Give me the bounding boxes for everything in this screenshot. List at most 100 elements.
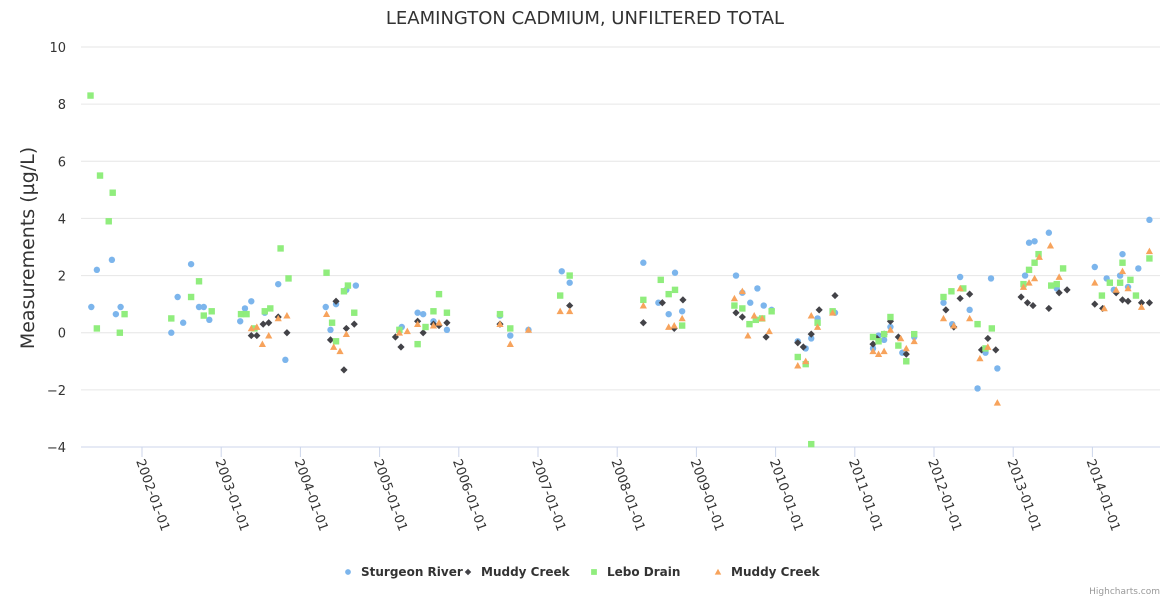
diamond-icon — [464, 568, 472, 576]
data-point — [754, 285, 761, 292]
data-point — [1031, 238, 1038, 245]
data-point — [109, 189, 116, 196]
data-point — [277, 245, 284, 252]
data-point — [875, 338, 882, 345]
y-axis-label: Measurements (µg/L) — [17, 147, 39, 349]
data-point — [657, 276, 664, 284]
data-point — [1145, 247, 1154, 255]
data-point — [237, 310, 245, 318]
data-point — [794, 353, 801, 361]
data-point — [1055, 289, 1063, 297]
y-tick-label: 4 — [58, 212, 66, 227]
data-point — [665, 290, 672, 298]
data-point — [671, 286, 679, 294]
data-point — [1137, 299, 1146, 307]
data-point — [322, 310, 331, 318]
credits-link[interactable]: Highcharts.com — [1089, 587, 1160, 597]
x-tick-label: 2013-01-01 — [1003, 457, 1043, 533]
data-point — [1017, 293, 1025, 301]
data-point — [1124, 297, 1132, 305]
data-point — [274, 314, 282, 322]
legend-label: Muddy Creek — [481, 565, 571, 579]
data-point — [1146, 255, 1153, 262]
data-point — [351, 309, 358, 316]
data-point — [435, 290, 443, 298]
x-tick-label: 2004-01-01 — [291, 457, 331, 533]
data-point — [414, 309, 421, 316]
data-point — [507, 332, 514, 339]
data-point — [739, 305, 746, 312]
data-point — [397, 343, 405, 351]
data-point — [911, 330, 918, 338]
data-point — [974, 320, 981, 328]
data-point — [880, 347, 888, 355]
data-point — [799, 343, 807, 351]
data-point — [639, 301, 647, 309]
data-point — [524, 326, 533, 333]
y-tick-label: −4 — [47, 441, 66, 456]
data-point — [414, 340, 421, 348]
data-point — [869, 340, 877, 348]
data-point — [966, 290, 974, 298]
y-tick-label: 8 — [58, 98, 66, 113]
data-point — [1063, 286, 1071, 294]
data-point — [765, 327, 773, 335]
data-point — [794, 361, 802, 369]
legend-item[interactable]: Sturgeon River — [345, 565, 463, 579]
data-point — [655, 299, 662, 306]
data-point — [87, 92, 94, 99]
data-point — [994, 365, 1001, 372]
data-point — [556, 292, 564, 299]
data-point — [261, 308, 268, 315]
x-tick-label: 2009-01-01 — [687, 457, 727, 533]
data-point — [984, 334, 992, 343]
data-point — [869, 347, 877, 355]
series-sturgeon-river-circle — [88, 216, 1153, 392]
y-tick-label: 10 — [49, 41, 66, 56]
data-point — [419, 329, 427, 337]
data-point — [880, 330, 888, 338]
data-point — [895, 342, 902, 349]
data-point — [887, 313, 894, 321]
legend-label: Lebo Drain — [607, 565, 680, 579]
data-point — [116, 329, 124, 336]
data-point — [323, 269, 330, 276]
data-point — [237, 318, 244, 325]
x-axis-ticks: 2002-01-01 2003-01-01 2004-01-01 2005-01-01… — [132, 447, 1123, 533]
data-point — [243, 310, 250, 318]
data-point — [332, 338, 340, 345]
data-point — [746, 320, 753, 328]
data-point — [902, 350, 910, 358]
data-point — [939, 314, 948, 322]
data-point — [336, 347, 344, 355]
data-point — [1137, 303, 1146, 310]
data-point — [760, 302, 767, 309]
data-point — [976, 354, 984, 362]
data-point — [1059, 265, 1067, 272]
legend-item[interactable]: Lebo Drain — [591, 565, 680, 579]
data-point — [1055, 273, 1063, 280]
x-tick-label: 2008-01-01 — [607, 457, 647, 533]
data-point — [195, 278, 203, 285]
x-tick-label: 2002-01-01 — [132, 457, 172, 533]
data-point — [1035, 250, 1042, 258]
x-tick-label: 2006-01-01 — [449, 457, 489, 533]
data-point — [977, 346, 986, 354]
data-point — [984, 343, 992, 350]
data-point — [903, 358, 910, 365]
data-point — [808, 335, 815, 342]
data-point — [1098, 292, 1106, 299]
data-point — [679, 296, 687, 304]
legend-item[interactable]: Muddy Creek — [714, 565, 821, 579]
data-point — [1106, 279, 1114, 286]
legend-item[interactable]: Muddy Creek — [464, 565, 571, 579]
data-point — [1045, 229, 1053, 236]
data-point — [665, 323, 673, 330]
data-point — [1119, 259, 1126, 266]
data-point — [880, 336, 888, 344]
data-point — [93, 266, 101, 274]
data-point — [960, 285, 967, 292]
data-point — [802, 357, 810, 365]
x-tick-label: 2011-01-01 — [845, 457, 885, 533]
gridlines — [81, 46, 1160, 391]
